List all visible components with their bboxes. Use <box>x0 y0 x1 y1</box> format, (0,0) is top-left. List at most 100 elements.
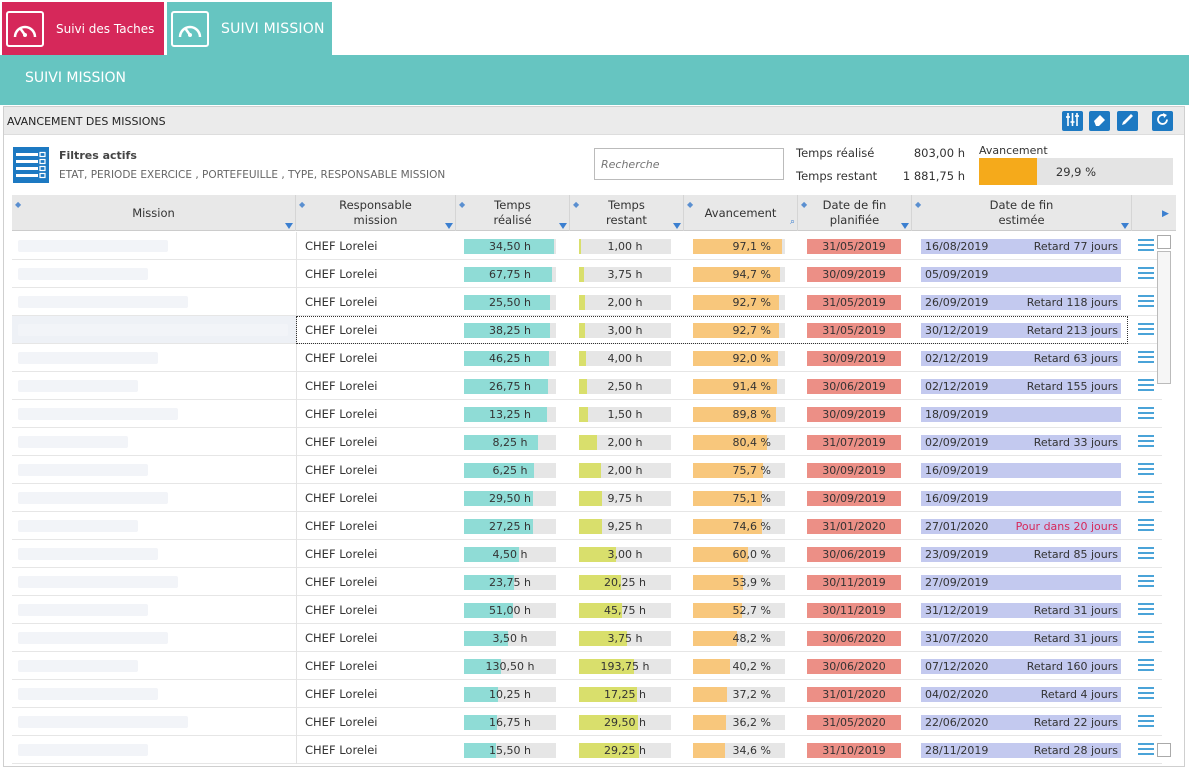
mission-cell[interactable] <box>12 428 296 456</box>
refresh-button[interactable] <box>1152 111 1173 131</box>
table-row[interactable]: CHEF Lorelei 29,50 h 9,75 h 75,1 % 30/09/201… <box>12 484 1162 512</box>
column-header-date-fin-estimee[interactable]: ◆ Date de fin estimée <box>912 195 1132 231</box>
mission-cell[interactable] <box>12 568 296 596</box>
eraser-button[interactable] <box>1089 111 1110 131</box>
mission-cell[interactable] <box>12 344 296 372</box>
row-menu-icon[interactable] <box>1138 603 1154 617</box>
row-menu-icon[interactable] <box>1138 519 1154 533</box>
row-checkbox[interactable] <box>1157 743 1171 757</box>
mission-cell[interactable] <box>12 400 296 428</box>
table-row[interactable]: CHEF Lorelei 130,50 h 193,75 h 40,2 % 30/06/… <box>12 652 1162 680</box>
table-row[interactable]: CHEF Lorelei 4,50 h 3,00 h 60,0 % 30/06/2019… <box>12 540 1162 568</box>
sort-icon[interactable]: ◆ <box>801 200 808 209</box>
mission-name-redacted <box>18 352 158 364</box>
column-settings-button[interactable] <box>1062 111 1083 131</box>
row-menu-icon[interactable] <box>1138 631 1154 645</box>
table-row[interactable]: CHEF Lorelei 8,25 h 2,00 h 80,4 % 31/07/2019… <box>12 428 1162 456</box>
row-menu-icon[interactable] <box>1138 323 1154 337</box>
vertical-scrollbar[interactable] <box>1157 251 1171 384</box>
search-input[interactable] <box>594 148 784 180</box>
sort-icon[interactable]: ◆ <box>299 200 306 209</box>
mission-name-redacted <box>18 688 158 700</box>
row-menu-icon[interactable] <box>1138 715 1154 729</box>
mission-cell[interactable] <box>12 484 296 512</box>
table-row[interactable]: CHEF Lorelei 38,25 h 3,00 h 92,7 % 31/05/201… <box>12 316 1162 344</box>
row-menu-icon[interactable] <box>1138 575 1154 589</box>
row-menu-icon[interactable] <box>1138 435 1154 449</box>
temps-realise-value: 13,25 h <box>489 408 531 421</box>
date-fin-estimee-cell: 28/11/2019 Retard 28 jours <box>921 743 1121 758</box>
row-menu-icon[interactable] <box>1138 463 1154 477</box>
column-filter-icon[interactable] <box>1121 223 1129 229</box>
sort-icon[interactable]: ◆ <box>915 200 922 209</box>
mission-cell[interactable] <box>12 288 296 316</box>
row-menu-icon[interactable] <box>1138 687 1154 701</box>
column-filter-icon[interactable] <box>559 223 567 229</box>
row-menu-icon[interactable] <box>1138 379 1154 393</box>
mission-cell[interactable] <box>12 736 296 764</box>
row-menu-icon[interactable] <box>1138 407 1154 421</box>
row-menu-icon[interactable] <box>1138 267 1154 281</box>
row-menu-icon[interactable] <box>1138 239 1154 253</box>
column-header-responsable[interactable]: ◆ Responsable mission <box>296 195 456 231</box>
sort-icon[interactable]: ◆ <box>573 200 580 209</box>
tab-suivi-des-taches[interactable]: Suivi des Taches <box>2 2 164 55</box>
table-row[interactable]: CHEF Lorelei 27,25 h 9,25 h 74,6 % 31/01/202… <box>12 512 1162 540</box>
table-row[interactable]: CHEF Lorelei 46,25 h 4,00 h 92,0 % 30/09/201… <box>12 344 1162 372</box>
table-row[interactable]: CHEF Lorelei 16,75 h 29,50 h 36,2 % 31/05/20… <box>12 708 1162 736</box>
column-header-temps-realise[interactable]: ◆ Temps réalisé <box>456 195 570 231</box>
filter-list-icon[interactable] <box>13 147 49 183</box>
table-row[interactable]: CHEF Lorelei 23,75 h 20,25 h 53,9 % 30/11/20… <box>12 568 1162 596</box>
table-row[interactable]: CHEF Lorelei 6,25 h 2,00 h 75,7 % 30/09/2019… <box>12 456 1162 484</box>
column-filter-icon[interactable] <box>673 223 681 229</box>
tab-suivi-mission[interactable]: SUIVI MISSION <box>167 2 332 55</box>
column-header-date-fin-planifiee[interactable]: ◆ Date de fin planifiée <box>798 195 912 231</box>
row-menu-icon[interactable] <box>1138 743 1154 757</box>
edit-button[interactable] <box>1117 111 1138 131</box>
column-filter-icon[interactable] <box>445 223 453 229</box>
mission-cell[interactable] <box>12 512 296 540</box>
mission-cell[interactable] <box>12 596 296 624</box>
column-filter-icon[interactable] <box>901 223 909 229</box>
table-row[interactable]: CHEF Lorelei 3,50 h 3,75 h 48,2 % 30/06/2020… <box>12 624 1162 652</box>
responsable-cell: CHEF Lorelei <box>296 316 456 344</box>
table-row[interactable]: CHEF Lorelei 26,75 h 2,50 h 91,4 % 30/06/201… <box>12 372 1162 400</box>
row-menu-icon[interactable] <box>1138 351 1154 365</box>
mission-cell[interactable] <box>12 316 296 344</box>
date-fin-planifiee-cell: 30/06/2020 <box>807 631 901 646</box>
row-menu-icon[interactable] <box>1138 547 1154 561</box>
row-menu-icon[interactable] <box>1138 295 1154 309</box>
mission-cell[interactable] <box>12 260 296 288</box>
column-header-mission[interactable]: ◆ Mission <box>12 195 296 231</box>
column-filter-icon[interactable] <box>285 223 293 229</box>
table-row[interactable]: CHEF Lorelei 10,25 h 17,25 h 37,2 % 31/01/20… <box>12 680 1162 708</box>
table-row[interactable]: CHEF Lorelei 34,50 h 1,00 h 97,1 % 31/05/201… <box>12 232 1162 260</box>
mission-cell[interactable] <box>12 708 296 736</box>
select-all-checkbox[interactable] <box>1157 235 1171 249</box>
retard-note: Retard 118 jours <box>1026 296 1118 309</box>
table-row[interactable]: CHEF Lorelei 15,50 h 29,25 h 34,6 % 31/10/20… <box>12 736 1162 764</box>
mission-cell[interactable] <box>12 652 296 680</box>
column-header-avancement[interactable]: ◆ Avancement ⌕ <box>684 195 798 231</box>
column-header-temps-restant[interactable]: ◆ Temps restant <box>570 195 684 231</box>
mission-cell[interactable] <box>12 540 296 568</box>
search-icon[interactable]: ⌕ <box>789 217 795 227</box>
row-menu-icon[interactable] <box>1138 491 1154 505</box>
table-row[interactable]: CHEF Lorelei 25,50 h 2,00 h 92,7 % 31/05/201… <box>12 288 1162 316</box>
mission-cell[interactable] <box>12 680 296 708</box>
sort-icon[interactable]: ◆ <box>15 200 22 209</box>
table-row[interactable]: CHEF Lorelei 13,25 h 1,50 h 89,8 % 30/09/201… <box>12 400 1162 428</box>
sort-icon[interactable]: ◆ <box>687 200 694 209</box>
mission-cell[interactable] <box>12 624 296 652</box>
table-row[interactable]: CHEF Lorelei 51,00 h 45,75 h 52,7 % 30/11/20… <box>12 596 1162 624</box>
mission-cell[interactable] <box>12 372 296 400</box>
column-settings-icon <box>1065 112 1080 130</box>
avancement-value: 74,6 % <box>732 520 771 533</box>
table-row[interactable]: CHEF Lorelei 67,75 h 3,75 h 94,7 % 30/09/201… <box>12 260 1162 288</box>
mission-cell[interactable] <box>12 232 296 260</box>
sort-icon[interactable]: ◆ <box>459 200 466 209</box>
mission-cell[interactable] <box>12 456 296 484</box>
avancement-bar: 97,1 % <box>693 239 785 254</box>
row-menu-icon[interactable] <box>1138 659 1154 673</box>
scroll-right-icon[interactable]: ▶ <box>1162 209 1169 219</box>
